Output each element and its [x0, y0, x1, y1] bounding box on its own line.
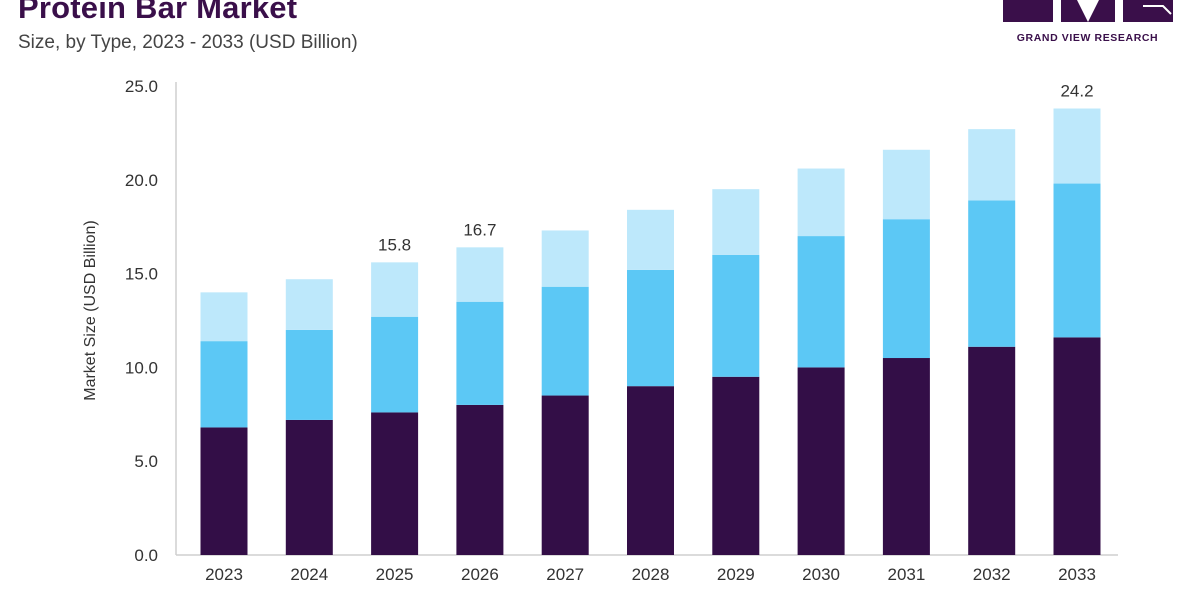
bar-2025-segment-3	[371, 262, 419, 317]
bar-2023-segment-2	[200, 341, 248, 428]
x-tick-label: 2032	[973, 565, 1011, 584]
bar-2029-segment-1	[712, 376, 760, 555]
data-label-2026: 16.7	[463, 220, 496, 239]
bar-2033-segment-2	[1053, 183, 1101, 338]
y-axis-label: Market Size (USD Billion)	[82, 220, 99, 400]
x-tick-label: 2025	[376, 565, 414, 584]
bar-2032-segment-3	[968, 129, 1016, 201]
bar-2028-segment-3	[627, 209, 674, 270]
chart-title: Protein Bar Market	[18, 0, 298, 25]
x-tick-label: 2027	[546, 565, 584, 584]
bar-2029-segment-3	[712, 189, 760, 255]
bar-2027-segment-1	[541, 395, 589, 555]
data-label-2033: 24.2	[1060, 82, 1093, 101]
bar-2026-segment-1	[456, 404, 504, 555]
data-label-2025: 15.8	[378, 235, 411, 254]
chart-subtitle: Size, by Type, 2023 - 2033 (USD Billion)	[18, 32, 358, 53]
x-axis-ticks: 2023 2024 2025 2026 2027 2028 2029 2030 2031 2032…	[205, 565, 1096, 584]
x-tick-label: 2023	[205, 565, 243, 584]
y-tick-label: 10.0	[125, 358, 158, 377]
bars	[200, 108, 1101, 555]
y-axis-ticks: 0.0 5.0 10.0 15.0 20.0 25.0	[125, 77, 158, 565]
data-labels: 15.8 16.7 24.2	[378, 82, 1093, 255]
bar-2033-segment-1	[1053, 337, 1101, 555]
bar-2026-segment-2	[456, 301, 504, 405]
bar-2026-segment-3	[456, 247, 504, 302]
bar-2024-segment-2	[285, 329, 333, 420]
bar-2029-segment-2	[712, 254, 760, 377]
x-tick-label: 2031	[887, 565, 925, 584]
bar-2033-segment-3	[1053, 108, 1101, 184]
bar-2030-segment-3	[797, 168, 845, 237]
y-tick-label: 5.0	[134, 452, 158, 471]
bar-2031-segment-3	[882, 149, 930, 220]
bar-2032-segment-1	[968, 346, 1016, 555]
x-tick-label: 2033	[1058, 565, 1096, 584]
bar-2024-segment-1	[285, 419, 333, 555]
y-tick-label: 20.0	[125, 171, 158, 190]
bar-2025-segment-2	[371, 316, 419, 413]
x-tick-label: 2024	[290, 565, 328, 584]
y-tick-label: 25.0	[125, 77, 158, 96]
x-tick-label: 2029	[717, 565, 755, 584]
bar-2030-segment-1	[797, 367, 845, 555]
bar-2028-segment-2	[627, 269, 674, 387]
brand-logo: GRAND VIEW RESEARCH	[995, 0, 1180, 46]
bar-2023-segment-1	[200, 427, 248, 555]
bar-2028-segment-1	[627, 386, 674, 555]
brand-name: GRAND VIEW RESEARCH	[1016, 32, 1159, 44]
bar-2025-segment-1	[371, 412, 419, 555]
bar-2024-segment-3	[285, 279, 333, 330]
bar-2031-segment-2	[882, 219, 930, 359]
bar-2027-segment-2	[541, 286, 589, 396]
brand-logo-icon	[1003, 0, 1173, 22]
x-tick-label: 2030	[802, 565, 840, 584]
bar-2030-segment-2	[797, 236, 845, 368]
x-tick-label: 2026	[461, 565, 499, 584]
bar-2032-segment-2	[968, 200, 1016, 347]
bar-2031-segment-1	[882, 358, 930, 555]
y-tick-label: 15.0	[125, 265, 158, 284]
bar-2027-segment-3	[541, 230, 589, 287]
x-tick-label: 2028	[632, 565, 670, 584]
y-tick-label: 0.0	[134, 546, 158, 565]
bar-2023-segment-3	[200, 292, 248, 342]
